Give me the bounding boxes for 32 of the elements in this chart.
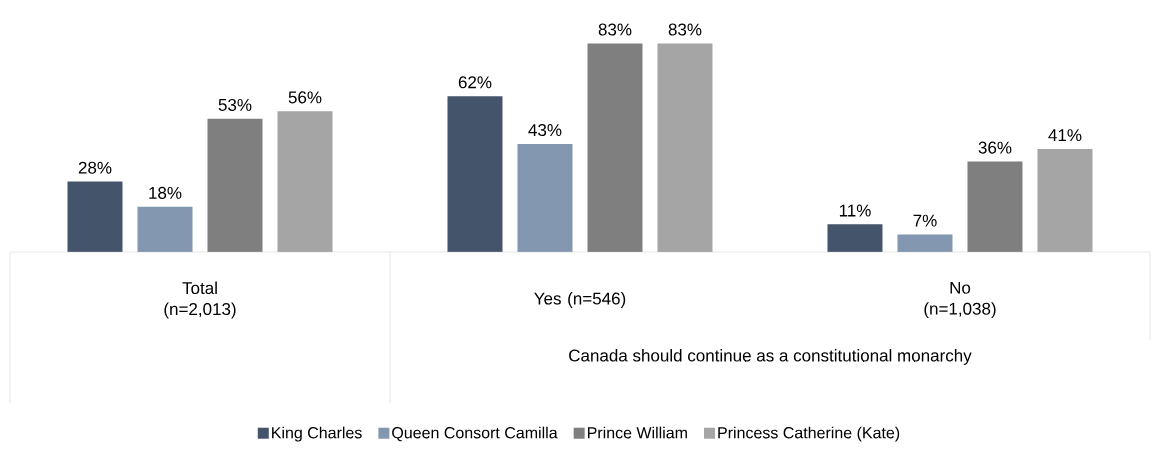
bar: [967, 161, 1023, 252]
bar: [67, 181, 123, 252]
data-label: 62%: [458, 76, 492, 89]
legend-label: King Charles: [272, 426, 362, 442]
bar: [277, 111, 333, 252]
legend-label: Queen Consort Camilla: [392, 426, 558, 442]
bar: [447, 96, 503, 252]
x-tick-label: Yes (n=546): [534, 292, 626, 308]
text: Canada should continue as a constitutional monarchy: [569, 349, 972, 365]
legend-label: Princess Catherine (Kate): [718, 426, 900, 442]
bar: [517, 143, 573, 252]
data-label: 7%: [913, 214, 937, 227]
bar: [207, 118, 263, 252]
legend-label: Prince William: [587, 426, 687, 439]
data-label: 83%: [598, 23, 632, 36]
data-label: 18%: [149, 186, 182, 199]
bar: [657, 43, 713, 252]
bar: [827, 224, 883, 252]
data-label: 41%: [1048, 129, 1082, 142]
data-label: 83%: [668, 23, 702, 36]
data-label: 56%: [288, 91, 322, 104]
bar: [137, 206, 193, 252]
data-label: 43%: [528, 124, 562, 137]
data-label: 36%: [978, 141, 1012, 154]
bar: [1037, 148, 1093, 252]
x-tick-label: No (n=1,038): [924, 281, 996, 319]
bar: [587, 43, 643, 252]
bar: [897, 234, 953, 252]
data-label: 53%: [218, 98, 252, 111]
data-label: 28%: [78, 161, 112, 174]
data-label: 11%: [839, 204, 871, 217]
x-tick-label: Total (n=2,013): [164, 281, 236, 319]
